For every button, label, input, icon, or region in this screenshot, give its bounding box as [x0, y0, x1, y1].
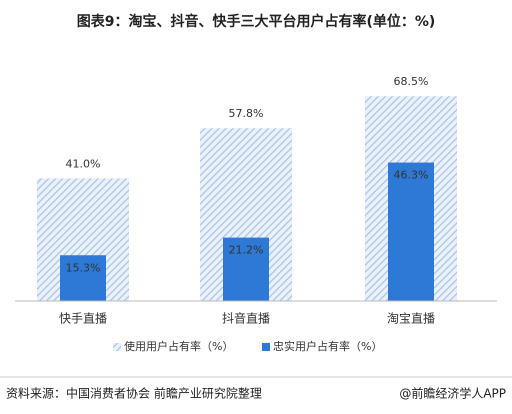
x-tick-label: 抖音直播: [222, 311, 270, 326]
bar-loyal: [60, 255, 106, 301]
chart-title: 图表9：淘宝、抖音、快手三大平台用户占有率(单位：%): [77, 13, 436, 30]
credit: @前瞻经济学人APP: [399, 386, 506, 401]
source: 资料来源：中国消费者协会 前瞻产业研究院整理: [6, 386, 262, 401]
legend-swatch: [262, 343, 270, 351]
legend-swatch: [113, 343, 121, 351]
value-label: 46.3%: [394, 169, 429, 182]
value-label: 21.2%: [229, 244, 264, 257]
bar-loyal: [223, 237, 269, 301]
value-label: 57.8%: [229, 107, 264, 120]
x-tick-label: 快手直播: [59, 312, 107, 326]
legend-label: 忠实用户占有率（%）: [273, 339, 382, 353]
value-label: 41.0%: [66, 157, 101, 170]
bar-loyal: [388, 162, 434, 301]
x-tick-label: 淘宝直播: [387, 312, 435, 326]
value-label: 68.5%: [394, 75, 429, 88]
value-label: 15.3%: [66, 261, 101, 274]
legend-label: 使用用户占有率（%）: [124, 339, 233, 353]
